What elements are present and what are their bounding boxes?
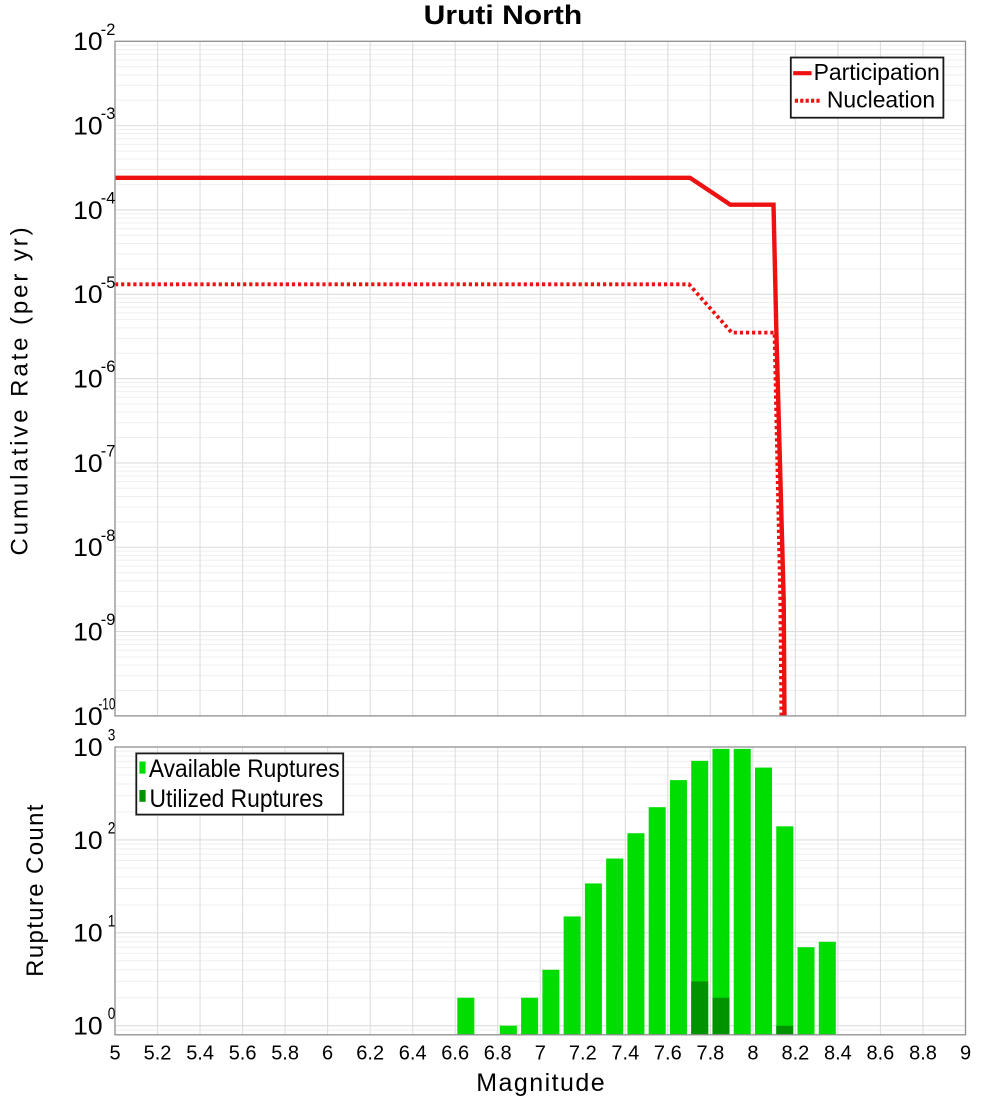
svg-text:10: 10 <box>73 920 103 948</box>
svg-text:9: 9 <box>960 1043 971 1065</box>
svg-text:1: 1 <box>108 911 116 930</box>
svg-text:Magnitude: Magnitude <box>476 1069 606 1097</box>
svg-text:7.6: 7.6 <box>654 1043 682 1065</box>
svg-text:6.2: 6.2 <box>356 1043 384 1065</box>
svg-text:6.4: 6.4 <box>399 1043 427 1065</box>
svg-text:10: 10 <box>73 366 103 394</box>
svg-text:10: 10 <box>73 450 103 478</box>
svg-text:Available Ruptures: Available Ruptures <box>149 755 340 783</box>
svg-text:5: 5 <box>109 1043 120 1065</box>
svg-text:7.8: 7.8 <box>696 1043 724 1065</box>
svg-text:-4: -4 <box>101 188 116 207</box>
svg-text:8.6: 8.6 <box>866 1043 894 1065</box>
svg-text:10: 10 <box>73 703 103 731</box>
svg-text:10: 10 <box>73 197 103 225</box>
svg-text:-2: -2 <box>101 20 116 39</box>
svg-text:8: 8 <box>747 1043 758 1065</box>
svg-text:Utilized Ruptures: Utilized Ruptures <box>150 785 324 813</box>
svg-text:5.4: 5.4 <box>186 1043 214 1065</box>
svg-text:10: 10 <box>73 619 103 647</box>
svg-text:2: 2 <box>108 818 116 837</box>
svg-text:10: 10 <box>73 827 103 855</box>
svg-text:10: 10 <box>73 28 103 56</box>
svg-text:8.4: 8.4 <box>824 1043 852 1065</box>
svg-text:-7: -7 <box>101 441 116 460</box>
svg-text:5.6: 5.6 <box>229 1043 257 1065</box>
svg-text:-5: -5 <box>101 273 116 292</box>
svg-text:Cumulative Rate (per yr): Cumulative Rate (per yr) <box>7 224 34 555</box>
svg-text:Rupture Count: Rupture Count <box>22 803 49 977</box>
svg-text:Nucleation: Nucleation <box>827 87 935 113</box>
svg-text:10: 10 <box>73 734 103 762</box>
svg-text:8.2: 8.2 <box>781 1043 809 1065</box>
svg-text:7.2: 7.2 <box>569 1043 597 1065</box>
svg-text:10: 10 <box>73 113 103 141</box>
svg-text:10: 10 <box>73 534 103 562</box>
svg-text:Participation: Participation <box>814 59 940 85</box>
svg-text:Uruti North: Uruti North <box>424 0 583 30</box>
svg-text:5.2: 5.2 <box>144 1043 172 1065</box>
svg-text:-3: -3 <box>101 104 116 123</box>
svg-text:-9: -9 <box>101 610 116 629</box>
svg-text:-8: -8 <box>101 526 116 545</box>
svg-text:6.6: 6.6 <box>441 1043 469 1065</box>
svg-text:0: 0 <box>108 1004 116 1023</box>
svg-text:6: 6 <box>322 1043 333 1065</box>
svg-text:8.8: 8.8 <box>909 1043 937 1065</box>
svg-text:10: 10 <box>73 1013 103 1041</box>
svg-text:6.8: 6.8 <box>484 1043 512 1065</box>
svg-text:-10: -10 <box>98 694 115 713</box>
svg-text:5.8: 5.8 <box>271 1043 299 1065</box>
svg-text:3: 3 <box>108 726 116 745</box>
svg-text:10: 10 <box>73 281 103 309</box>
svg-text:-6: -6 <box>101 357 116 376</box>
svg-text:7.4: 7.4 <box>611 1043 639 1065</box>
svg-text:7: 7 <box>535 1043 546 1065</box>
